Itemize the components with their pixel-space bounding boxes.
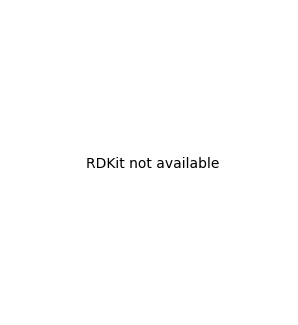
- Text: RDKit not available: RDKit not available: [86, 157, 219, 171]
